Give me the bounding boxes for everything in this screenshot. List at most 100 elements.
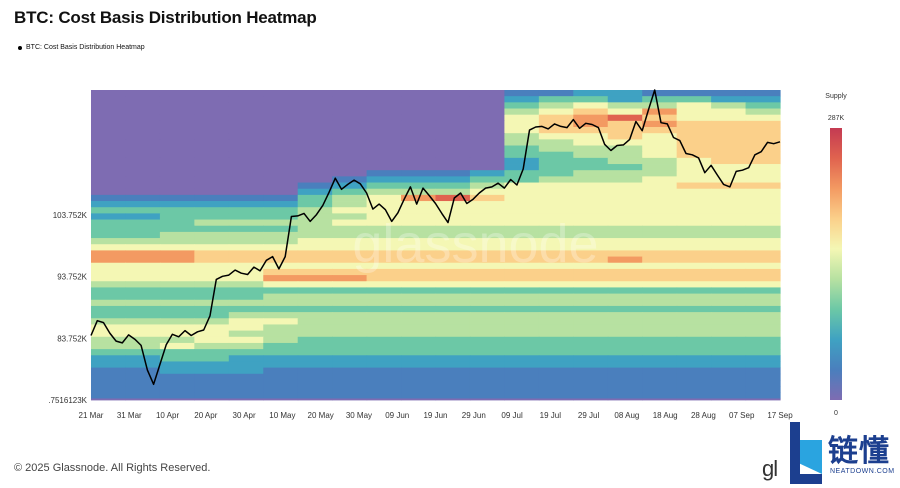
heatmap-cell — [366, 268, 402, 276]
heatmap-cell — [607, 108, 643, 116]
heatmap-cell — [194, 256, 230, 264]
heatmap-cell — [194, 182, 230, 190]
heatmap-cell — [263, 244, 299, 251]
heatmap-cell — [263, 367, 299, 375]
heatmap-cell — [91, 349, 127, 356]
heatmap-cell — [676, 145, 712, 153]
heatmap-cell — [263, 238, 299, 245]
heatmap-cell — [745, 96, 781, 103]
heatmap-cell — [504, 127, 540, 134]
heatmap-cell — [607, 330, 643, 338]
heatmap-cell — [401, 139, 437, 146]
heatmap-cell — [91, 330, 127, 338]
heatmap-cell — [91, 225, 127, 233]
heatmap-cell — [573, 305, 609, 313]
heatmap-cell — [435, 299, 471, 307]
heatmap-cell — [263, 361, 299, 369]
heatmap-cell — [332, 108, 368, 116]
heatmap-cell — [228, 256, 264, 264]
heatmap-cell — [711, 342, 747, 350]
heatmap-cell — [263, 305, 299, 313]
heatmap-cell — [228, 398, 264, 401]
heatmap-cell — [435, 188, 471, 196]
heatmap-cell — [469, 392, 505, 399]
heatmap-cell — [194, 188, 230, 196]
heatmap-cell — [159, 293, 195, 301]
heatmap-cell — [573, 176, 609, 183]
heatmap-cell — [159, 262, 195, 270]
heatmap-cell — [573, 398, 609, 401]
heatmap-cell — [366, 90, 402, 97]
heatmap-cell — [91, 90, 127, 97]
heatmap-cell — [401, 182, 437, 190]
heatmap-cell — [711, 145, 747, 153]
heatmap-cell — [538, 386, 574, 393]
heatmap-cell — [504, 244, 540, 251]
heatmap-cell — [469, 207, 505, 214]
heatmap-cell — [91, 139, 127, 146]
heatmap-cell — [366, 157, 402, 165]
heatmap-cell — [676, 120, 712, 128]
heatmap-cell — [745, 275, 781, 282]
heatmap-cell — [435, 398, 471, 401]
heatmap-cell — [401, 201, 437, 208]
heatmap-cell — [366, 336, 402, 344]
heatmap-cell — [538, 164, 574, 171]
heatmap-cell — [676, 188, 712, 196]
heatmap-cell — [435, 157, 471, 165]
x-tick-label: 08 Aug — [614, 411, 639, 420]
heatmap-cell — [263, 250, 299, 257]
heatmap-cell — [642, 342, 678, 350]
heatmap-cell — [297, 367, 333, 375]
heatmap-cell — [228, 108, 264, 116]
heatmap-cell — [711, 133, 747, 140]
heatmap-cell — [401, 287, 437, 294]
heatmap-cell — [504, 256, 540, 264]
heatmap-cell — [642, 108, 678, 116]
heatmap-cell — [332, 324, 368, 332]
heatmap-cell — [573, 268, 609, 276]
heatmap-cell — [504, 250, 540, 257]
heatmap-cell — [745, 250, 781, 257]
heatmap-cell — [573, 201, 609, 208]
heatmap-cell — [263, 379, 299, 387]
heatmap-cell — [469, 336, 505, 344]
colorbar-label: Supply — [825, 93, 847, 100]
heatmap-cell — [332, 176, 368, 183]
x-tick-label: 17 Sep — [767, 411, 793, 420]
heatmap-cell — [228, 170, 264, 177]
heatmap-cell — [366, 139, 402, 146]
heatmap-cell — [159, 114, 195, 122]
heatmap-cell — [745, 133, 781, 140]
heatmap-cell — [573, 244, 609, 251]
heatmap-cell — [504, 120, 540, 128]
heatmap-cell — [676, 386, 712, 393]
heatmap-cell — [469, 219, 505, 227]
heatmap-cell — [607, 90, 643, 97]
heatmap-cell — [711, 151, 747, 159]
heatmap-cell — [745, 151, 781, 159]
heatmap-cell — [642, 305, 678, 313]
heatmap-cell — [401, 268, 437, 276]
heatmap-cell — [642, 373, 678, 381]
heatmap-cell — [125, 361, 161, 369]
heatmap-cell — [435, 342, 471, 350]
heatmap-cell — [332, 386, 368, 393]
heatmap-cell — [642, 355, 678, 362]
heatmap-cell — [401, 145, 437, 153]
heatmap-cell — [711, 398, 747, 401]
heatmap-cell — [332, 157, 368, 165]
heatmap-cell — [297, 164, 333, 171]
heatmap-cell — [711, 188, 747, 196]
heatmap-cell — [194, 392, 230, 399]
heatmap-cell — [228, 213, 264, 220]
heatmap-cell — [91, 373, 127, 381]
chart-legend[interactable]: BTC: Cost Basis Distribution Heatmap — [18, 44, 145, 51]
heatmap-cell — [366, 330, 402, 338]
heatmap-cell — [538, 133, 574, 140]
heatmap-cell — [504, 225, 540, 233]
heatmap-cell — [366, 386, 402, 393]
heatmap-cell — [711, 201, 747, 208]
heatmap-cell — [125, 96, 161, 103]
